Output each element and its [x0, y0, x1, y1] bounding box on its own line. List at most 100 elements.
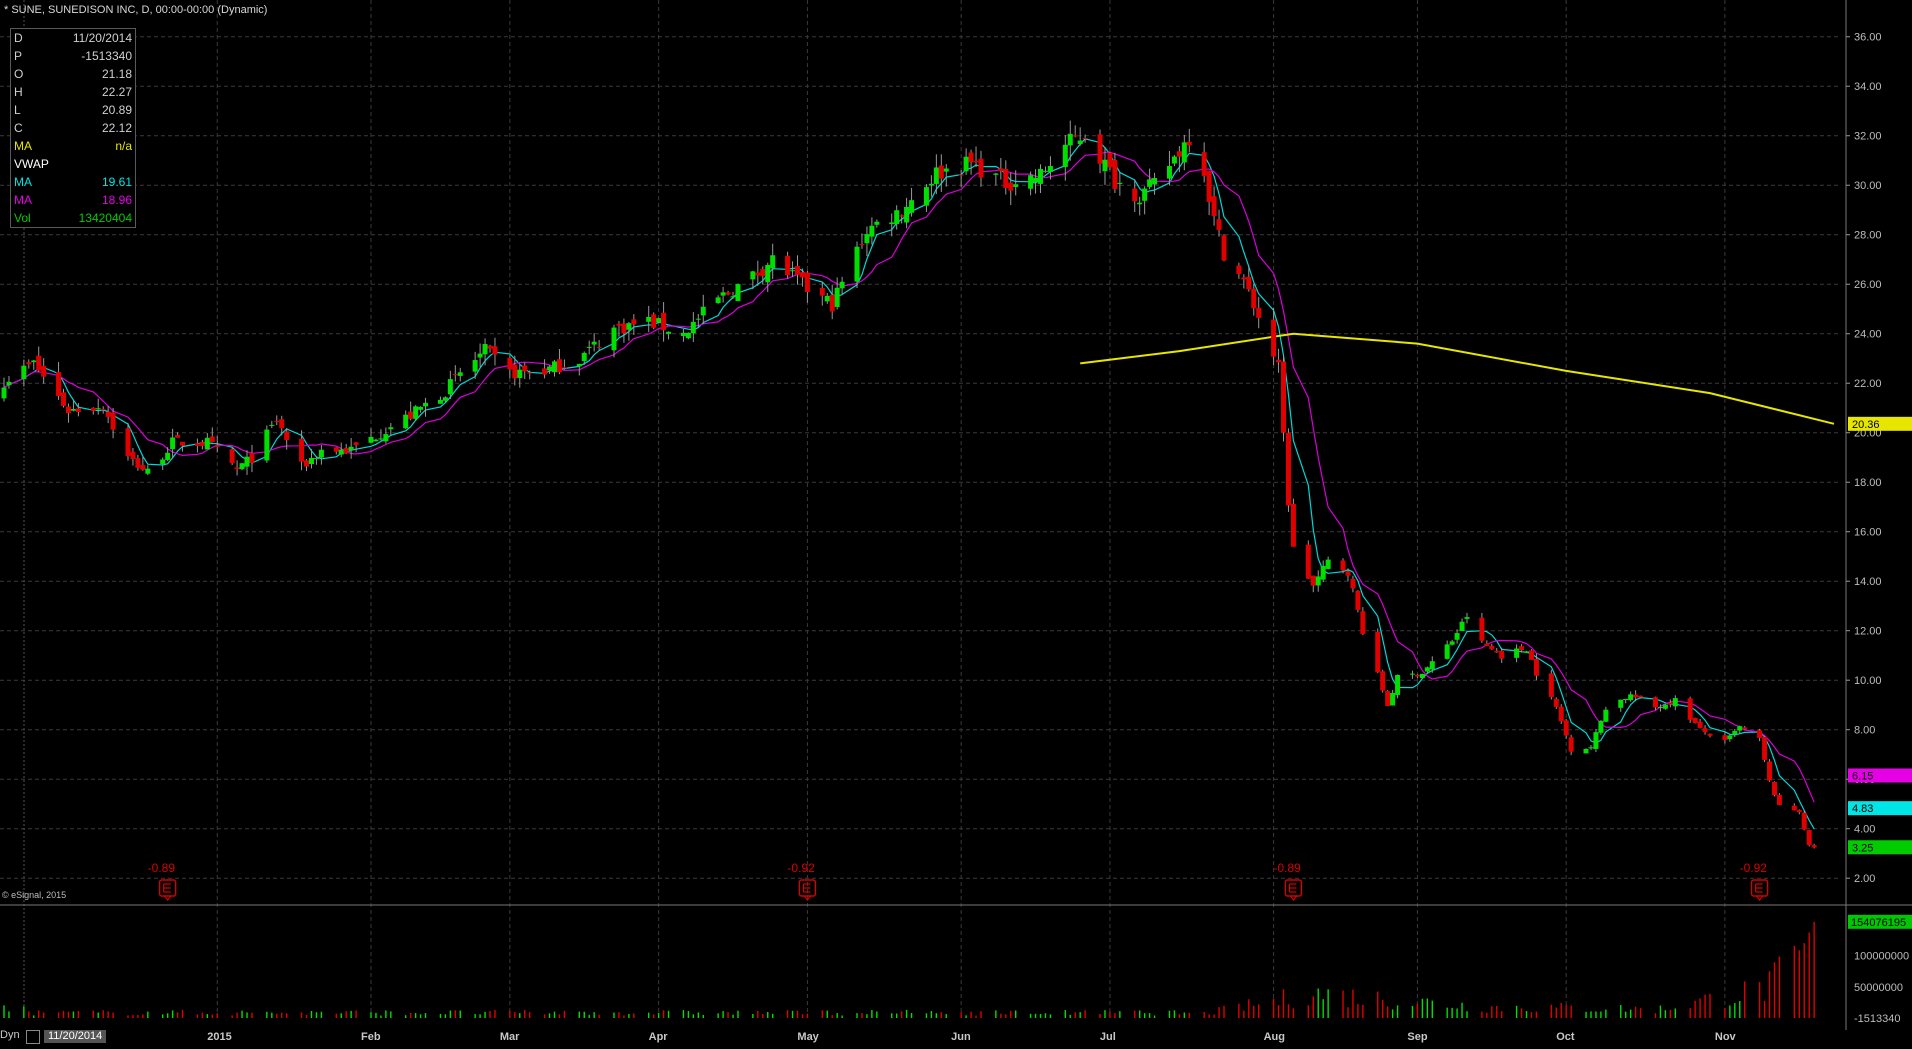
candle-body: [1201, 152, 1207, 176]
candle: [1132, 179, 1138, 213]
candle-body: [923, 187, 929, 206]
candle: [963, 148, 969, 175]
candle-body: [214, 445, 220, 447]
price-tick-label: 18.00: [1854, 477, 1882, 489]
candle: [1166, 150, 1172, 186]
candle: [1776, 793, 1782, 806]
candle: [1340, 558, 1346, 574]
candle-body: [1727, 735, 1733, 740]
data-window-value: 11/20/2014: [72, 31, 132, 45]
candle: [1221, 234, 1227, 262]
candle: [725, 290, 731, 296]
date-axis-label: 2015: [207, 1031, 231, 1043]
candle-body: [1514, 648, 1520, 658]
candle: [1633, 690, 1639, 702]
candle: [1628, 691, 1634, 702]
data-window-label: MA: [14, 175, 32, 189]
candle: [1444, 640, 1450, 660]
data-window-row: C 22.12: [11, 119, 135, 137]
candle: [1419, 673, 1425, 679]
candle: [695, 313, 701, 327]
candle: [1390, 689, 1396, 706]
candle-body: [209, 436, 215, 443]
candle: [755, 260, 761, 286]
axes: 36.00 34.00 32.00 30.00 28.00 26.00 24.00 22.00…: [207, 0, 1912, 1043]
candle-body: [274, 421, 280, 423]
candle: [933, 154, 939, 195]
candle: [1, 377, 7, 402]
toggle-icon[interactable]: [26, 1030, 40, 1044]
candle-body: [1796, 810, 1802, 813]
chart-title: * SUNE, SUNEDISON INC, D, 00:00-00:00 (D…: [4, 4, 268, 16]
candle-body: [56, 372, 62, 396]
candle-body: [368, 436, 374, 443]
candle: [1727, 734, 1733, 742]
price-tick-label: 34.00: [1854, 81, 1882, 93]
candle-body: [1558, 706, 1564, 722]
price-tick-label: 8.00: [1854, 725, 1875, 737]
candle-body: [308, 458, 314, 465]
candle: [442, 396, 448, 404]
candle: [199, 439, 205, 450]
candle: [923, 184, 929, 212]
candle: [1801, 810, 1807, 831]
candle-body: [968, 152, 974, 163]
candle-body: [586, 346, 592, 348]
candle: [1236, 262, 1242, 279]
moving-averages: [3, 138, 1835, 830]
candle-body: [646, 316, 652, 322]
ma-long-line: [1080, 332, 1835, 425]
candle-body: [1533, 658, 1539, 676]
candle: [1355, 590, 1361, 613]
candle-body: [477, 353, 483, 358]
data-window-label: H: [14, 85, 23, 99]
candle-body: [1449, 641, 1455, 645]
candle-body: [1776, 794, 1782, 805]
candle-body: [140, 465, 146, 470]
candle-body: [457, 372, 463, 376]
candle-body: [1528, 650, 1534, 660]
candle-body: [799, 272, 805, 278]
last-value-tag: 6.15: [1848, 768, 1912, 783]
candle-body: [1390, 693, 1396, 706]
candle-body: [874, 221, 880, 225]
candle: [874, 219, 880, 228]
candle-body: [517, 369, 523, 379]
data-window-value: 20.89: [101, 103, 132, 117]
candle: [596, 339, 602, 350]
candle-body: [31, 360, 37, 363]
candle: [1494, 647, 1500, 653]
candle-body: [1722, 735, 1728, 741]
candle: [1152, 172, 1158, 195]
candle: [869, 217, 875, 245]
earnings-marker: -0.92: [787, 861, 817, 901]
candle: [859, 233, 865, 249]
candle-body: [1062, 144, 1068, 167]
candle-body: [1038, 168, 1044, 184]
price-tick-label: 30.00: [1854, 180, 1882, 192]
candle: [1345, 568, 1351, 582]
candle: [1281, 354, 1287, 442]
candle: [928, 175, 934, 197]
candle-body: [1077, 140, 1083, 144]
data-window: D 11/20/2014 P -1513340 O 21.18 H 22.27 L 20.89 C 2…: [10, 28, 136, 228]
price-tick-label: 28.00: [1854, 230, 1882, 242]
dyn-label[interactable]: Dyn: [0, 1029, 20, 1041]
candle-body: [353, 442, 359, 445]
candle-body: [1444, 644, 1450, 659]
date-axis-label: Apr: [649, 1031, 669, 1043]
candle: [576, 363, 582, 376]
candle-body: [1221, 235, 1227, 261]
candle: [244, 450, 250, 475]
candle: [611, 324, 617, 358]
candle-body: [1385, 691, 1391, 707]
earnings-icon-glyph: [1755, 883, 1763, 893]
candle: [234, 460, 240, 476]
candle-body: [6, 381, 12, 386]
data-window-row: VWAP: [11, 155, 135, 173]
candle-body: [661, 312, 667, 331]
candle: [1067, 120, 1073, 161]
candle-body: [1588, 747, 1594, 749]
candle-body: [1246, 276, 1252, 290]
